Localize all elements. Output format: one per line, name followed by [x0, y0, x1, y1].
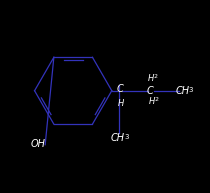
Text: 3: 3	[188, 87, 193, 93]
Text: OH: OH	[31, 139, 46, 149]
Text: H: H	[117, 99, 123, 108]
Text: CH: CH	[110, 133, 125, 143]
Text: H: H	[149, 97, 155, 106]
Text: CH: CH	[175, 86, 189, 96]
Text: 3: 3	[125, 134, 129, 140]
Text: C: C	[116, 84, 123, 94]
Text: 2: 2	[154, 74, 158, 79]
Text: H: H	[148, 74, 154, 83]
Text: 2: 2	[154, 97, 158, 102]
Text: C: C	[147, 86, 154, 96]
